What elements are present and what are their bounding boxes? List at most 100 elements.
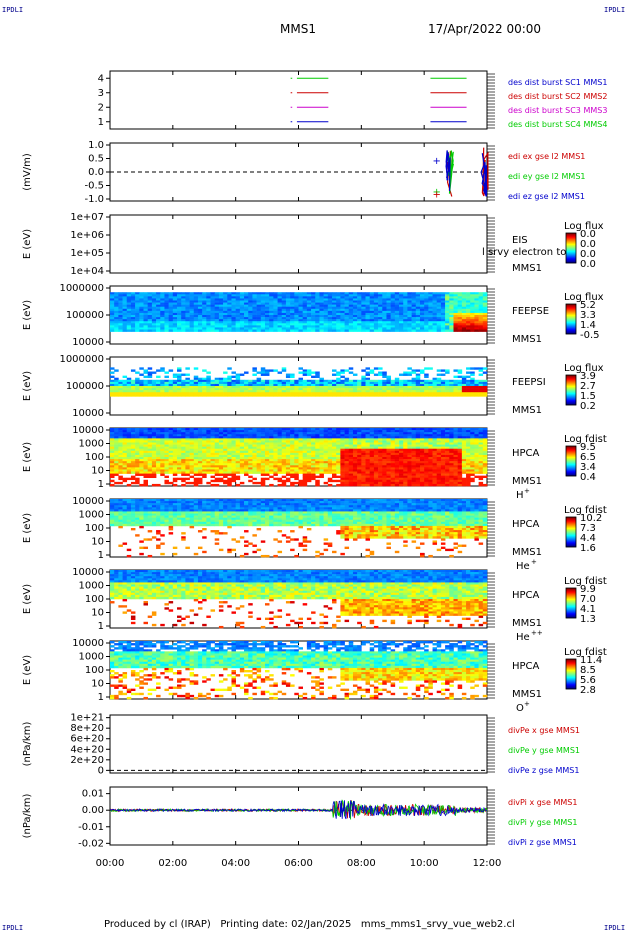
spectrogram-cell [160,315,165,318]
spectrogram-cell [327,327,333,330]
spectrogram-cell [348,444,354,447]
spectrogram-cell [210,463,216,466]
spectrogram-cell [344,377,350,381]
spectrogram-cell [177,452,182,456]
spectrogram-cell [210,308,216,312]
spectrogram-cell [269,459,274,462]
spectrogram-cell [378,459,383,462]
spectrogram-cell [365,302,371,305]
spectrogram-cell [277,308,283,312]
spectrogram-cell [306,317,312,320]
spectrogram-cell [181,296,186,299]
spectrogram-cell [143,428,148,431]
spectrogram-cell [227,292,232,295]
spectrogram-cell [181,471,186,474]
spectrogram-cell [378,371,383,374]
spectrogram-cell [352,296,358,299]
spectrogram-cell [206,323,211,326]
colorbar-cell [566,248,576,250]
spectrogram-cell [327,394,333,397]
spectrogram-cell [281,325,287,328]
spectrogram-cell [361,388,366,391]
spectrogram-cell [256,312,262,316]
spectrogram-cell [197,471,203,474]
spectrogram-cell [118,392,123,395]
spectrogram-cell [365,296,371,299]
spectrogram-cell [432,392,438,395]
spectrogram-cell [407,434,412,437]
spectrogram-cell [424,430,429,433]
spectrogram-cell [302,475,308,479]
spectrogram-cell [424,381,429,385]
spectrogram-cell [181,440,186,443]
spectrogram-cell [302,296,308,299]
spectrogram-cell [419,310,425,314]
colorbar-tick-label: 9.5 [580,442,596,453]
spectrogram-cell [260,467,266,470]
spectrogram-cell [277,450,283,454]
spectrogram-cell [264,452,270,456]
spectrogram-cell [135,452,140,456]
spectrogram-cell [172,379,178,383]
spectrogram-cell [285,310,291,314]
spectrogram-cell [344,394,350,397]
spectrogram-cell [110,483,115,487]
spectrogram-cell [114,394,119,397]
spectrogram-cell [419,321,425,324]
spectrogram-cell [440,329,446,332]
spectrogram-cell [248,388,253,391]
spectrogram-cell [340,442,345,445]
spectrogram-cell [218,446,224,450]
colorbar-cell [566,317,576,319]
spectrogram-cell [202,388,207,391]
spectrogram-cell [403,390,408,393]
spectrogram-cell [151,475,157,479]
spectrogram-cell [453,386,458,389]
spectrogram-cell [214,479,220,483]
spectrogram-cell [256,444,262,447]
spectrogram-cell [461,315,467,318]
spectrogram-cell [340,306,345,310]
spectrogram-cell [394,302,400,305]
spectrogram-cell [218,383,224,387]
spectrogram-cell [130,465,136,468]
spectrogram-cell [143,386,148,389]
spectrogram-cell [428,321,433,324]
spectrogram-cell [440,369,446,372]
legend-entry: des dist burst SC4 MMS4 [508,120,607,129]
spectrogram-cell [285,373,291,376]
spectrogram-cell [277,300,283,303]
spectrogram-cell [185,327,190,330]
spectrogram-cell [440,392,446,395]
spectrogram-cell [231,428,236,431]
spectrogram-cell [172,375,178,379]
spectrogram-cell [110,319,115,322]
spectrogram-cell [135,306,140,310]
spectrogram-cell [373,392,379,395]
spectrogram-cell [277,434,283,437]
spectrogram-cell [248,294,253,297]
spectrogram-cell [369,302,375,305]
spectrogram-cell [394,440,400,443]
spectrogram-cell [340,469,345,472]
spectrogram-cell [193,479,199,483]
y-axis-label: E (eV) [22,371,33,401]
spectrogram-cell [206,325,211,328]
spectrogram-cell [403,329,408,332]
spectrogram-cell [457,302,463,305]
spectrogram-cell [248,461,253,464]
spectrogram-cell [197,454,203,458]
spectrogram-cell [223,292,228,295]
spectrogram-cell [440,306,446,310]
spectrogram-cell [336,461,341,464]
spectrogram-cell [214,312,220,316]
spectrogram-cell [302,319,308,322]
spectrogram-cell [114,465,119,468]
spectrogram-cell [378,388,383,391]
spectrogram-cell [252,461,257,464]
spectrogram-cell [202,432,207,435]
spectrogram-cell [332,321,337,324]
spectrogram-cell [277,444,283,447]
spectrogram-cell [126,294,132,297]
spectrogram-cell [365,373,371,376]
